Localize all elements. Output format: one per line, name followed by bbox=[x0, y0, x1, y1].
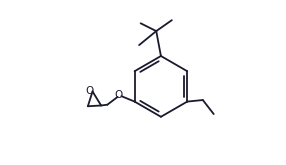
Text: O: O bbox=[85, 86, 93, 96]
Text: O: O bbox=[114, 90, 123, 100]
